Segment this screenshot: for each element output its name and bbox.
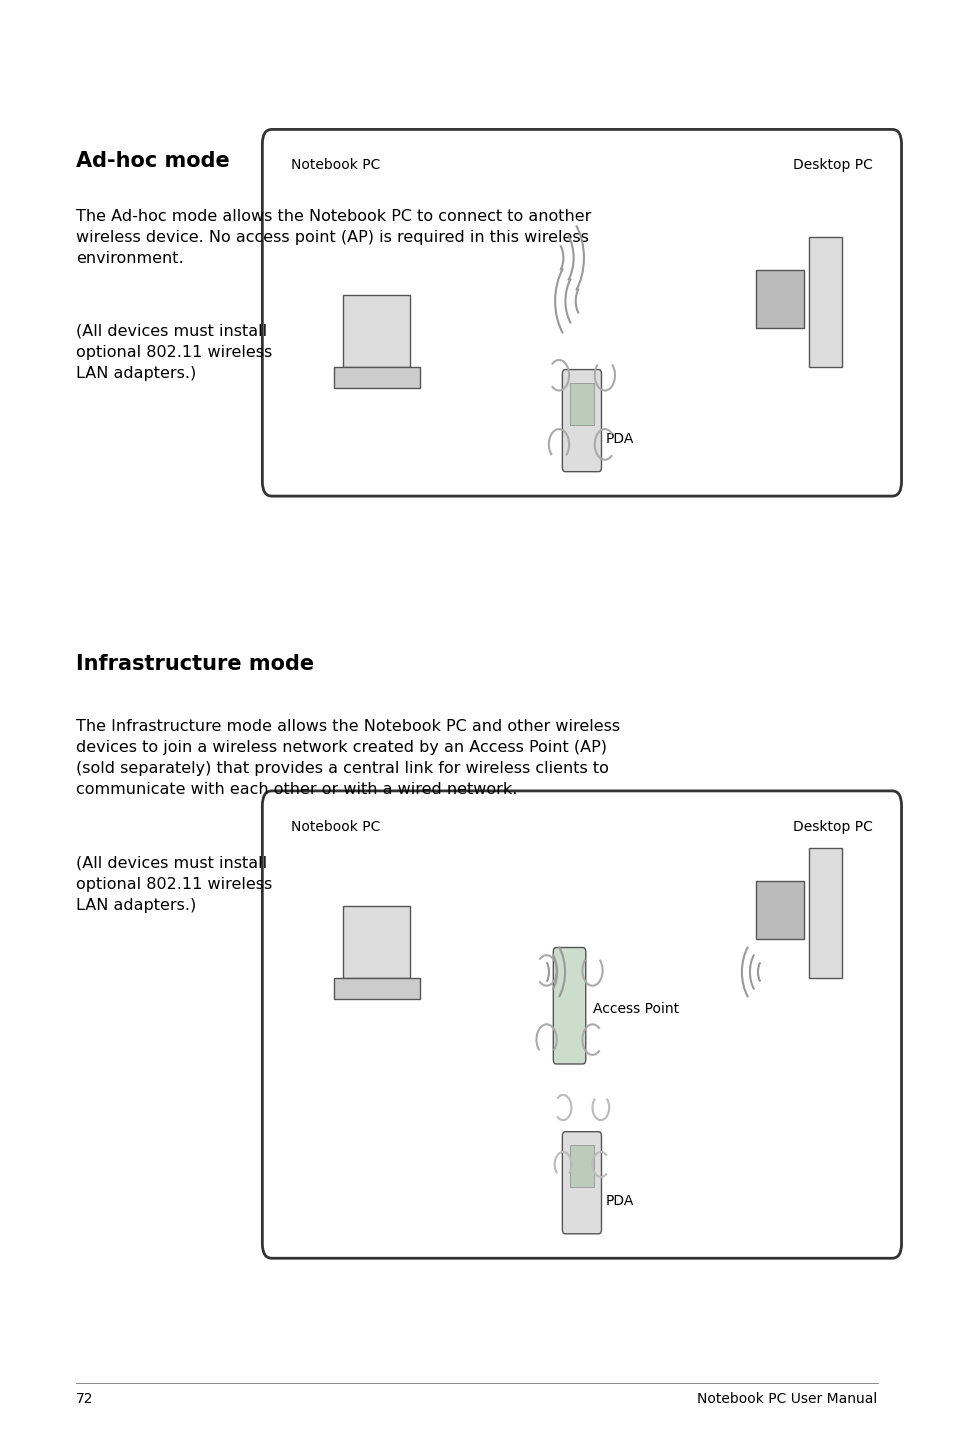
FancyBboxPatch shape [553, 948, 585, 1064]
Text: Infrastructure mode: Infrastructure mode [76, 654, 314, 674]
Text: The Ad-hoc mode allows the Notebook PC to connect to another
wireless device. No: The Ad-hoc mode allows the Notebook PC t… [76, 209, 591, 266]
Text: Notebook PC User Manual: Notebook PC User Manual [697, 1392, 877, 1406]
FancyBboxPatch shape [334, 367, 419, 388]
Text: Ad-hoc mode: Ad-hoc mode [76, 151, 230, 171]
FancyBboxPatch shape [561, 1132, 600, 1234]
FancyBboxPatch shape [755, 270, 802, 328]
FancyBboxPatch shape [343, 295, 410, 367]
Text: Desktop PC: Desktop PC [792, 158, 872, 173]
Text: Notebook PC: Notebook PC [291, 820, 380, 834]
FancyBboxPatch shape [755, 881, 802, 939]
Text: 72: 72 [76, 1392, 93, 1406]
Text: Desktop PC: Desktop PC [792, 820, 872, 834]
FancyBboxPatch shape [808, 848, 841, 978]
FancyBboxPatch shape [262, 129, 901, 496]
FancyBboxPatch shape [570, 383, 593, 426]
FancyBboxPatch shape [570, 1145, 593, 1188]
FancyBboxPatch shape [262, 791, 901, 1258]
FancyBboxPatch shape [808, 237, 841, 367]
FancyBboxPatch shape [334, 978, 419, 999]
Text: Notebook PC: Notebook PC [291, 158, 380, 173]
Text: Access Point: Access Point [593, 1002, 679, 1017]
Text: (All devices must install
optional 802.11 wireless
LAN adapters.): (All devices must install optional 802.1… [76, 324, 273, 381]
Text: The Infrastructure mode allows the Notebook PC and other wireless
devices to joi: The Infrastructure mode allows the Noteb… [76, 719, 619, 797]
FancyBboxPatch shape [561, 370, 600, 472]
Text: PDA: PDA [605, 431, 634, 446]
Text: (All devices must install
optional 802.11 wireless
LAN adapters.): (All devices must install optional 802.1… [76, 856, 273, 913]
FancyBboxPatch shape [343, 906, 410, 978]
Text: PDA: PDA [605, 1194, 634, 1208]
